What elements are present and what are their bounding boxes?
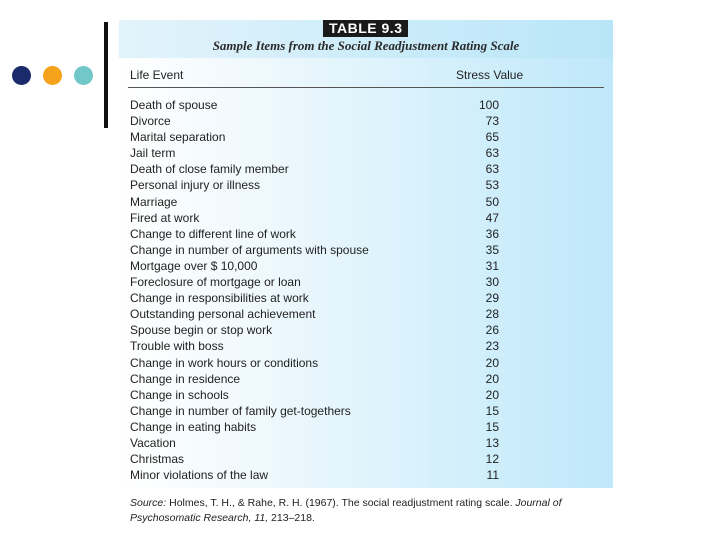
life-event-cell: Outstanding personal achievement (130, 307, 316, 322)
table-row: Divorce 73 (119, 113, 613, 129)
stress-value-cell: 20 (485, 387, 499, 402)
life-event-cell: Fired at work (130, 210, 200, 225)
life-event-cell: Vacation (130, 435, 176, 450)
life-event-cell: Change in number of arguments with spous… (130, 242, 369, 257)
teal-dot (74, 66, 93, 85)
table-row: Mortgage over $ 10,000 31 (119, 258, 613, 274)
stress-value-cell: 63 (485, 146, 499, 161)
table-row: Change in eating habits 15 (119, 419, 613, 435)
life-event-cell: Death of close family member (130, 162, 289, 177)
life-event-cell: Mortgage over $ 10,000 (130, 258, 258, 273)
table-number-tag: TABLE 9.3 (323, 20, 409, 37)
life-event-cell: Foreclosure of mortgage or loan (130, 275, 301, 290)
table-row: Change in work hours or conditions 20 (119, 355, 613, 371)
stress-value-cell: 35 (485, 242, 499, 257)
table-row: Personal injury or illness 53 (119, 177, 613, 193)
table-row: Fired at work 47 (119, 210, 613, 226)
table-row: Outstanding personal achievement 28 (119, 306, 613, 322)
table-row: Marital separation 65 (119, 129, 613, 145)
table-row: Change in schools 20 (119, 387, 613, 403)
stress-value-cell: 36 (485, 226, 499, 241)
header-rule (128, 87, 604, 88)
table-row: Vacation 13 (119, 435, 613, 451)
table-caption: Sample Items from the Social Readjustmen… (212, 38, 520, 53)
stress-value-cell: 15 (485, 403, 499, 418)
stress-value-cell: 65 (485, 130, 499, 145)
stress-value-cell: 23 (485, 339, 499, 354)
table-panel: TABLE 9.3 Sample Items from the Social R… (119, 20, 613, 524)
stress-value-cell: 30 (485, 275, 499, 290)
table-row: Spouse begin or stop work 26 (119, 322, 613, 338)
stress-value-cell: 47 (485, 210, 499, 225)
stress-value-cell: 26 (485, 323, 499, 338)
stress-value-cell: 31 (485, 258, 499, 273)
decorative-dots (12, 66, 93, 85)
life-event-cell: Change to different line of work (130, 226, 296, 241)
table-row: Minor violations of the law 11 (119, 467, 613, 483)
table-row: Trouble with boss 23 (119, 338, 613, 354)
stress-value-cell: 11 (486, 468, 499, 483)
table-body: Death of spouse 100 Divorce 73 Marital separ… (119, 97, 613, 483)
life-event-cell: Change in work hours or conditions (130, 355, 319, 370)
stress-value-cell: 20 (485, 371, 499, 386)
life-event-cell: Divorce (130, 114, 171, 129)
table-row: Change in residence 20 (119, 371, 613, 387)
table-row: Foreclosure of mortgage or loan 30 (119, 274, 613, 290)
stress-value-cell: 12 (485, 452, 499, 467)
stress-value-cell: 15 (485, 419, 499, 434)
table-source-note: Source: Holmes, T. H., & Rahe, R. H. (19… (130, 496, 610, 526)
source-pages: 213–218. (271, 512, 315, 524)
life-event-cell: Trouble with boss (130, 339, 224, 354)
stress-value-cell: 53 (485, 178, 499, 193)
vertical-divider (104, 22, 108, 128)
life-event-cell: Death of spouse (130, 98, 218, 112)
life-event-cell: Change in schools (130, 387, 229, 402)
life-event-cell: Minor violations of the law (130, 468, 269, 483)
stress-value-cell: 100 (478, 98, 499, 112)
source-label: Source: (130, 497, 167, 509)
life-event-cell: Personal injury or illness (130, 178, 261, 193)
life-event-cell: Change in responsibilities at work (130, 291, 309, 306)
column-header-stress-value: Stress Value (456, 68, 524, 82)
table-row: Christmas 12 (119, 451, 613, 467)
stress-value-cell: 13 (485, 435, 499, 450)
life-event-cell: Marriage (130, 194, 178, 209)
life-event-cell: Spouse begin or stop work (130, 323, 273, 338)
column-header-life-event: Life Event (130, 68, 184, 82)
life-event-cell: Jail term (130, 146, 176, 161)
stress-value-cell: 20 (485, 355, 499, 370)
source-journal: Journal of Psychosomatic Research, 11, (130, 497, 562, 524)
life-event-cell: Change in number of family get-togethers (130, 403, 351, 418)
table-row: Death of close family member 63 (119, 161, 613, 177)
table-row: Marriage 50 (119, 194, 613, 210)
table-row: Change in number of arguments with spous… (119, 242, 613, 258)
life-event-cell: Change in eating habits (130, 419, 257, 434)
life-event-cell: Christmas (130, 452, 185, 467)
navy-dot (12, 66, 31, 85)
stress-value-cell: 73 (485, 114, 499, 129)
table-row: Death of spouse 100 (119, 97, 613, 113)
life-event-cell: Marital separation (130, 130, 226, 145)
table-row: Jail term 63 (119, 145, 613, 161)
stress-value-cell: 29 (485, 291, 499, 306)
life-event-cell: Change in residence (130, 371, 241, 386)
table-row: Change to different line of work 36 (119, 226, 613, 242)
table-row: Change in number of family get-togethers… (119, 403, 613, 419)
orange-dot (43, 66, 62, 85)
table-row: Change in responsibilities at work 29 (119, 290, 613, 306)
source-citation: Holmes, T. H., & Rahe, R. H. (1967). The… (169, 497, 513, 509)
stress-value-cell: 28 (485, 307, 499, 322)
stress-value-cell: 63 (485, 162, 499, 177)
stress-value-cell: 50 (485, 194, 499, 209)
